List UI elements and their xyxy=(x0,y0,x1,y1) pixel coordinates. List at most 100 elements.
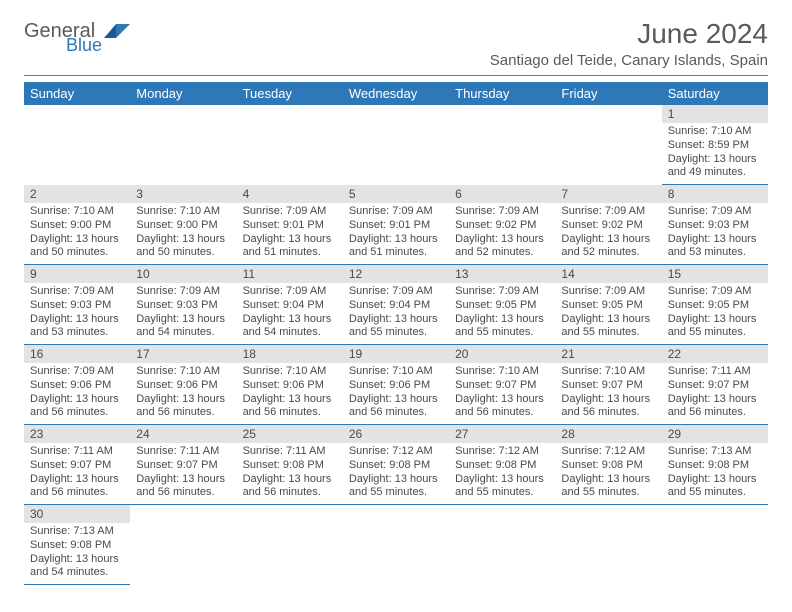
day-content-cell: Sunrise: 7:09 AMSunset: 9:01 PMDaylight:… xyxy=(237,203,343,265)
day-number-cell xyxy=(343,505,449,524)
day-content-cell xyxy=(237,523,343,585)
day-number-cell: 22 xyxy=(662,345,768,364)
day-number-cell: 26 xyxy=(343,425,449,444)
content-row: Sunrise: 7:13 AMSunset: 9:08 PMDaylight:… xyxy=(24,523,768,585)
weekday-header-row: Sunday Monday Tuesday Wednesday Thursday… xyxy=(24,82,768,105)
day-number-cell: 27 xyxy=(449,425,555,444)
day-number-cell: 6 xyxy=(449,185,555,204)
day-number-cell xyxy=(449,505,555,524)
day-content-cell: Sunrise: 7:13 AMSunset: 9:08 PMDaylight:… xyxy=(24,523,130,585)
day-number-cell xyxy=(130,505,236,524)
day-content-cell: Sunrise: 7:10 AMSunset: 9:00 PMDaylight:… xyxy=(130,203,236,265)
title-block: June 2024 Santiago del Teide, Canary Isl… xyxy=(490,18,768,69)
day-content-cell: Sunrise: 7:13 AMSunset: 9:08 PMDaylight:… xyxy=(662,443,768,505)
day-content-cell xyxy=(237,123,343,185)
day-number-cell: 20 xyxy=(449,345,555,364)
day-content-cell: Sunrise: 7:09 AMSunset: 9:03 PMDaylight:… xyxy=(130,283,236,345)
weekday-header: Monday xyxy=(130,82,236,105)
calendar-page: General Blue June 2024 Santiago del Teid… xyxy=(0,0,792,603)
day-number-cell xyxy=(237,105,343,123)
day-number-cell xyxy=(130,105,236,123)
header: General Blue June 2024 Santiago del Teid… xyxy=(24,18,768,69)
logo-text: General Blue xyxy=(24,22,102,54)
daynum-row: 23242526272829 xyxy=(24,425,768,444)
day-number-cell xyxy=(555,105,661,123)
day-content-cell xyxy=(662,523,768,585)
day-content-cell: Sunrise: 7:09 AMSunset: 9:01 PMDaylight:… xyxy=(343,203,449,265)
day-number-cell xyxy=(449,105,555,123)
day-content-cell: Sunrise: 7:12 AMSunset: 9:08 PMDaylight:… xyxy=(449,443,555,505)
flag-icon xyxy=(104,24,130,42)
content-row: Sunrise: 7:11 AMSunset: 9:07 PMDaylight:… xyxy=(24,443,768,505)
day-content-cell: Sunrise: 7:10 AMSunset: 9:00 PMDaylight:… xyxy=(24,203,130,265)
day-number-cell: 2 xyxy=(24,185,130,204)
day-number-cell: 21 xyxy=(555,345,661,364)
day-number-cell xyxy=(662,505,768,524)
day-content-cell xyxy=(449,523,555,585)
weekday-header: Saturday xyxy=(662,82,768,105)
day-number-cell: 8 xyxy=(662,185,768,204)
day-number-cell: 5 xyxy=(343,185,449,204)
day-content-cell: Sunrise: 7:11 AMSunset: 9:07 PMDaylight:… xyxy=(24,443,130,505)
day-number-cell xyxy=(343,105,449,123)
day-number-cell: 28 xyxy=(555,425,661,444)
day-content-cell xyxy=(343,523,449,585)
day-content-cell: Sunrise: 7:11 AMSunset: 9:07 PMDaylight:… xyxy=(662,363,768,425)
day-content-cell: Sunrise: 7:10 AMSunset: 9:06 PMDaylight:… xyxy=(343,363,449,425)
day-number-cell: 3 xyxy=(130,185,236,204)
day-content-cell: Sunrise: 7:09 AMSunset: 9:05 PMDaylight:… xyxy=(449,283,555,345)
weekday-header: Friday xyxy=(555,82,661,105)
day-number-cell: 4 xyxy=(237,185,343,204)
month-title: June 2024 xyxy=(490,18,768,50)
day-content-cell: Sunrise: 7:09 AMSunset: 9:06 PMDaylight:… xyxy=(24,363,130,425)
day-number-cell: 14 xyxy=(555,265,661,284)
day-content-cell xyxy=(24,123,130,185)
content-row: Sunrise: 7:10 AMSunset: 9:00 PMDaylight:… xyxy=(24,203,768,265)
weekday-header: Sunday xyxy=(24,82,130,105)
day-content-cell xyxy=(449,123,555,185)
day-content-cell: Sunrise: 7:10 AMSunset: 9:07 PMDaylight:… xyxy=(449,363,555,425)
day-content-cell: Sunrise: 7:11 AMSunset: 9:08 PMDaylight:… xyxy=(237,443,343,505)
day-number-cell: 12 xyxy=(343,265,449,284)
day-number-cell: 15 xyxy=(662,265,768,284)
day-number-cell xyxy=(237,505,343,524)
logo-secondary: Blue xyxy=(66,37,102,54)
day-content-cell: Sunrise: 7:10 AMSunset: 9:06 PMDaylight:… xyxy=(130,363,236,425)
day-content-cell: Sunrise: 7:09 AMSunset: 9:02 PMDaylight:… xyxy=(449,203,555,265)
day-content-cell: Sunrise: 7:09 AMSunset: 9:04 PMDaylight:… xyxy=(237,283,343,345)
weekday-header: Wednesday xyxy=(343,82,449,105)
day-number-cell: 23 xyxy=(24,425,130,444)
divider xyxy=(24,75,768,76)
content-row: Sunrise: 7:09 AMSunset: 9:03 PMDaylight:… xyxy=(24,283,768,345)
day-number-cell: 11 xyxy=(237,265,343,284)
day-content-cell xyxy=(555,123,661,185)
day-number-cell: 25 xyxy=(237,425,343,444)
day-content-cell xyxy=(130,123,236,185)
daynum-row: 30 xyxy=(24,505,768,524)
day-content-cell: Sunrise: 7:09 AMSunset: 9:02 PMDaylight:… xyxy=(555,203,661,265)
day-number-cell: 1 xyxy=(662,105,768,123)
day-number-cell: 7 xyxy=(555,185,661,204)
day-content-cell xyxy=(130,523,236,585)
location: Santiago del Teide, Canary Islands, Spai… xyxy=(490,52,768,69)
day-number-cell: 9 xyxy=(24,265,130,284)
day-content-cell: Sunrise: 7:11 AMSunset: 9:07 PMDaylight:… xyxy=(130,443,236,505)
daynum-row: 1 xyxy=(24,105,768,123)
day-number-cell: 10 xyxy=(130,265,236,284)
day-content-cell: Sunrise: 7:10 AMSunset: 8:59 PMDaylight:… xyxy=(662,123,768,185)
day-content-cell: Sunrise: 7:09 AMSunset: 9:04 PMDaylight:… xyxy=(343,283,449,345)
weekday-header: Tuesday xyxy=(237,82,343,105)
calendar-table: Sunday Monday Tuesday Wednesday Thursday… xyxy=(24,82,768,585)
day-content-cell: Sunrise: 7:10 AMSunset: 9:06 PMDaylight:… xyxy=(237,363,343,425)
day-content-cell: Sunrise: 7:12 AMSunset: 9:08 PMDaylight:… xyxy=(555,443,661,505)
day-content-cell: Sunrise: 7:10 AMSunset: 9:07 PMDaylight:… xyxy=(555,363,661,425)
day-content-cell: Sunrise: 7:09 AMSunset: 9:03 PMDaylight:… xyxy=(662,203,768,265)
daynum-row: 16171819202122 xyxy=(24,345,768,364)
day-number-cell: 29 xyxy=(662,425,768,444)
day-number-cell: 16 xyxy=(24,345,130,364)
weekday-header: Thursday xyxy=(449,82,555,105)
day-number-cell: 18 xyxy=(237,345,343,364)
content-row: Sunrise: 7:09 AMSunset: 9:06 PMDaylight:… xyxy=(24,363,768,425)
day-number-cell: 30 xyxy=(24,505,130,524)
day-number-cell: 13 xyxy=(449,265,555,284)
